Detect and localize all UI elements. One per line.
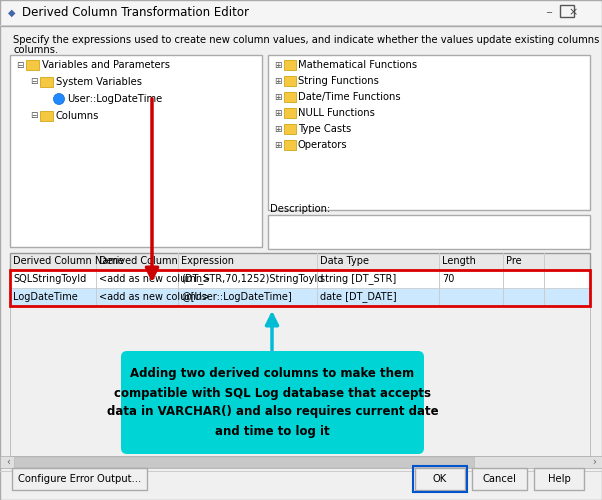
- Text: Expression: Expression: [181, 256, 234, 266]
- Text: ⊞: ⊞: [274, 124, 282, 134]
- Text: Derived Column Name: Derived Column Name: [13, 256, 124, 266]
- Text: Operators: Operators: [298, 140, 347, 150]
- Text: ›: ›: [592, 457, 596, 467]
- Bar: [10, 55, 262, 247]
- Text: LogDateTime: LogDateTime: [13, 292, 78, 302]
- Text: date [DT_DATE]: date [DT_DATE]: [320, 292, 397, 302]
- Text: columns.: columns.: [13, 45, 58, 55]
- Text: ◆: ◆: [8, 8, 16, 18]
- Bar: [284, 92, 296, 102]
- Bar: [0, 25, 602, 26]
- Bar: [544, 253, 545, 270]
- Bar: [439, 253, 440, 270]
- Text: Help: Help: [548, 474, 570, 484]
- Bar: [503, 253, 504, 270]
- Bar: [503, 270, 504, 306]
- Bar: [178, 270, 179, 306]
- Bar: [268, 55, 590, 210]
- Bar: [415, 468, 465, 490]
- Text: Date/Time Functions: Date/Time Functions: [298, 92, 400, 102]
- Text: Type Casts: Type Casts: [298, 124, 351, 134]
- Text: String Functions: String Functions: [298, 76, 379, 86]
- Bar: [317, 253, 318, 270]
- Bar: [284, 108, 296, 118]
- Text: Pre: Pre: [506, 256, 521, 266]
- Bar: [439, 270, 440, 306]
- Bar: [10, 306, 590, 456]
- Text: Specify the expressions used to create new column values, and indicate whether t: Specify the expressions used to create n…: [13, 35, 602, 45]
- Text: (DT_STR,70,1252)StringToyId: (DT_STR,70,1252)StringToyId: [181, 274, 324, 284]
- Bar: [10, 270, 590, 306]
- Bar: [317, 270, 318, 306]
- Bar: [534, 468, 584, 490]
- Bar: [284, 76, 296, 86]
- Bar: [0, 471, 602, 472]
- Bar: [0, 456, 602, 468]
- Text: ⊟: ⊟: [30, 78, 37, 86]
- Text: ⊞: ⊞: [274, 60, 282, 70]
- Text: Variables and Parameters: Variables and Parameters: [42, 60, 170, 70]
- Text: NULL Functions: NULL Functions: [298, 108, 375, 118]
- FancyBboxPatch shape: [121, 351, 424, 454]
- Text: SQLStringToyId: SQLStringToyId: [13, 274, 86, 284]
- Text: Cancel: Cancel: [483, 474, 517, 484]
- Bar: [544, 270, 545, 306]
- Bar: [40, 77, 53, 87]
- Bar: [284, 60, 296, 70]
- Bar: [40, 111, 53, 121]
- Text: Adding two derived columns to make them
compatible with SQL Log database that ac: Adding two derived columns to make them …: [107, 368, 438, 438]
- Text: ⊞: ⊞: [274, 140, 282, 149]
- Bar: [10, 253, 590, 270]
- Bar: [268, 215, 590, 249]
- Bar: [14, 457, 474, 467]
- Bar: [284, 140, 296, 150]
- Text: ⊞: ⊞: [274, 76, 282, 86]
- Text: 70: 70: [442, 274, 455, 284]
- Bar: [0, 0, 602, 26]
- Bar: [96, 270, 97, 306]
- Text: Derived Column Transformation Editor: Derived Column Transformation Editor: [22, 6, 249, 20]
- Bar: [10, 270, 590, 288]
- Text: ⊞: ⊞: [274, 108, 282, 118]
- Bar: [560, 5, 574, 17]
- Text: ⊟: ⊟: [30, 112, 37, 120]
- Text: <add as new column>: <add as new column>: [99, 274, 210, 284]
- Circle shape: [54, 94, 64, 104]
- Bar: [10, 288, 590, 306]
- Text: @[User::LogDateTime]: @[User::LogDateTime]: [181, 292, 292, 302]
- Text: Derived Column: Derived Column: [99, 256, 178, 266]
- Text: ─: ─: [547, 8, 551, 16]
- Text: string [DT_STR]: string [DT_STR]: [320, 274, 397, 284]
- Bar: [96, 253, 97, 270]
- Text: OK: OK: [433, 474, 447, 484]
- Bar: [284, 124, 296, 134]
- Bar: [26, 60, 39, 70]
- Bar: [178, 253, 179, 270]
- Text: <add as new column>: <add as new column>: [99, 292, 210, 302]
- Text: ‹: ‹: [6, 457, 10, 467]
- Text: Mathematical Functions: Mathematical Functions: [298, 60, 417, 70]
- Text: Data Type: Data Type: [320, 256, 370, 266]
- Text: ⊟: ⊟: [16, 60, 23, 70]
- Text: Description:: Description:: [270, 204, 330, 214]
- Text: Columns: Columns: [56, 111, 99, 121]
- Text: User::LogDateTime: User::LogDateTime: [67, 94, 163, 104]
- Text: ×: ×: [568, 7, 578, 17]
- Text: System Variables: System Variables: [56, 77, 142, 87]
- Text: Length: Length: [442, 256, 476, 266]
- Text: Configure Error Output...: Configure Error Output...: [18, 474, 141, 484]
- Bar: [413, 466, 467, 492]
- Bar: [12, 468, 147, 490]
- Text: ⊞: ⊞: [274, 92, 282, 102]
- Bar: [472, 468, 527, 490]
